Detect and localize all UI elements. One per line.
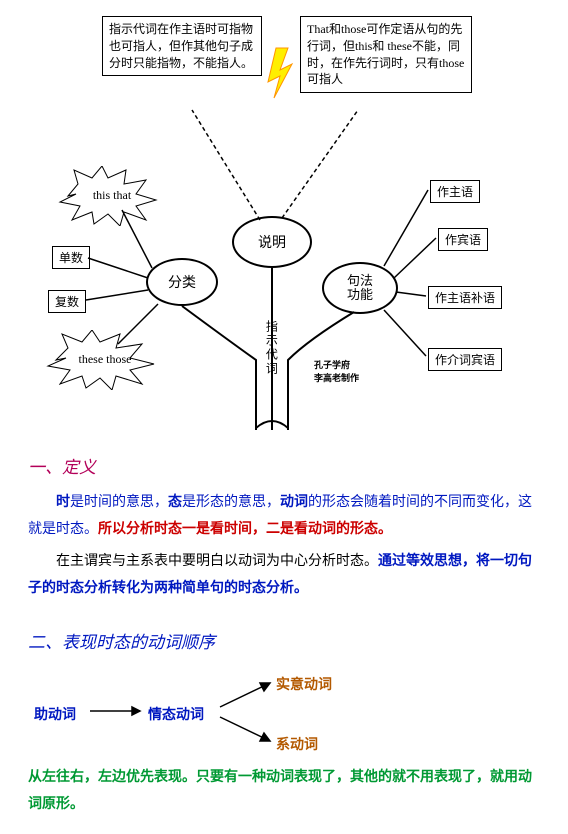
- label-subj-complement: 作主语补语: [428, 286, 502, 309]
- burst-these-those: these those: [46, 330, 164, 390]
- heading-definition: 一、定义: [28, 452, 540, 484]
- heading-sequence: 二、表现时态的动词顺序: [28, 627, 540, 659]
- label-prep-object: 作介词宾语: [428, 348, 502, 371]
- para-2: 在主谓宾与主系表中要明白以动词为中心分析时态。通过等效思想，将一切句子的时态分析…: [28, 549, 540, 602]
- node-explain: 说明: [232, 216, 312, 268]
- label-singular: 单数: [52, 246, 90, 269]
- label-subject: 作主语: [430, 180, 480, 203]
- pronoun-diagram: 指示代词在作主语时可指物也可指人，但作其他句子成分时只能指物，不能指人。 Tha…: [28, 10, 540, 440]
- node-syntax: 句法功能: [322, 262, 398, 314]
- box-explain-right: That和those可作定语从句的先行词，但this和 these不能，同时，在…: [300, 16, 472, 93]
- signature: 孔子学府 李高老制作: [308, 356, 365, 386]
- label-plural: 复数: [48, 290, 86, 313]
- arrow-icon: [28, 667, 368, 757]
- footer-note: 从左往右，左边优先表现。只要有一种动词表现了，其他的就不用表现了，就用动词原形。: [28, 765, 540, 818]
- burst-this-that: this that: [58, 166, 166, 226]
- body-text: 一、定义 时是时间的意思，态是形态的意思，动词的形态会随着时间的不同而变化，这就…: [28, 452, 540, 818]
- verb-sequence-diagram: 助动词 情态动词 实意动词 系动词: [28, 667, 540, 757]
- trunk-label: 指示代词: [264, 320, 278, 376]
- label-object: 作宾语: [438, 228, 488, 251]
- box-explain-left: 指示代词在作主语时可指物也可指人，但作其他句子成分时只能指物，不能指人。: [102, 16, 262, 76]
- para-1: 时是时间的意思，态是形态的意思，动词的形态会随着时间的不同而变化，这就是时态。所…: [28, 490, 540, 543]
- node-classify: 分类: [146, 258, 218, 306]
